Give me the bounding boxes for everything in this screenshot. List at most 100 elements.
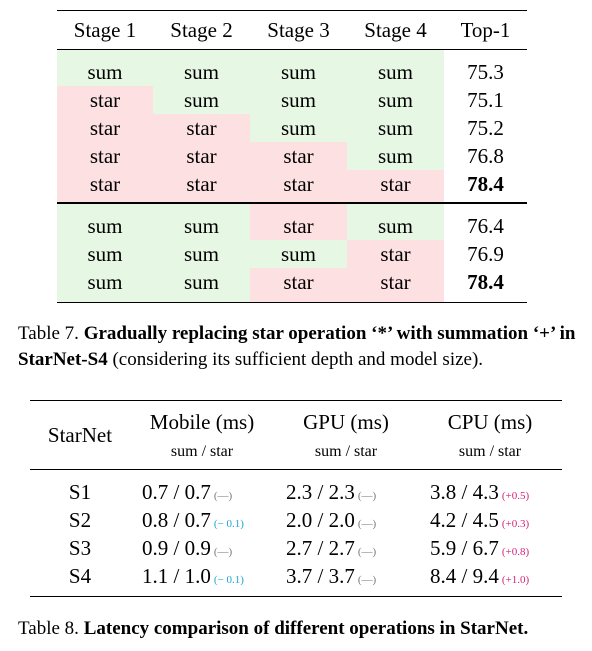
stage-cell: star <box>347 170 444 203</box>
top1-cell: 75.2 <box>444 114 527 142</box>
stage-cell: sum <box>347 86 444 114</box>
stage-cell: star <box>250 268 347 303</box>
stage-cell: sum <box>153 268 250 303</box>
table-7-group-1: sum sum sum sum 75.3 star sum sum sum 75.1 star sta… <box>57 49 527 203</box>
stage-cell: sum <box>347 114 444 142</box>
stage-cell: star <box>57 170 153 203</box>
column-header: Stage 2 <box>170 17 233 42</box>
table-row: S2 0.8 / 0.7 (− 0.1) 2.0 / 2.0 (—) 4.2 / 4.5(… <box>30 506 562 534</box>
latency-values: 8.4 / 9.4 <box>430 563 499 588</box>
column-header: Top-1 <box>460 17 511 42</box>
model-name: S4 <box>68 563 92 588</box>
latency-delta: (—) <box>213 545 233 558</box>
corner-header: StarNet <box>47 422 113 447</box>
latency-cell: 3.7 / 3.7 (—) <box>274 562 418 597</box>
top1-cell: 76.8 <box>444 142 527 170</box>
top1-cell: 78.4 <box>444 268 527 303</box>
stage-cell: sum <box>57 49 153 86</box>
latency-cell: 2.3 / 2.3 (—) <box>274 470 418 507</box>
latency-delta: (+0.8) <box>501 545 530 558</box>
table-7-group-2: sum sum star sum 76.4 sum sum sum star 76.9 sum sum… <box>57 203 527 303</box>
latency-values: 0.8 / 0.7 <box>142 507 211 532</box>
table-row: sum sum star star 78.4 <box>57 268 527 303</box>
stage-cell: sum <box>57 203 153 240</box>
column-header: GPU (ms) <box>303 410 389 434</box>
latency-values: 3.8 / 4.3 <box>430 479 499 504</box>
latency-cell: 2.7 / 2.7 (—) <box>274 534 418 562</box>
stage-cell: sum <box>153 240 250 268</box>
caption-bold: Gradually replacing star operation ‘*’ w… <box>18 323 576 370</box>
column-header: CPU (ms) <box>447 410 533 434</box>
table-row: star sum sum sum 75.1 <box>57 86 527 114</box>
table-row: sum sum sum star 76.9 <box>57 240 527 268</box>
table-row: star star star star 78.4 <box>57 170 527 203</box>
stage-cell: sum <box>347 49 444 86</box>
table-row: sum sum sum sum 75.3 <box>57 49 527 86</box>
latency-cell: 0.8 / 0.7 (− 0.1) <box>130 506 274 534</box>
stage-cell: star <box>153 114 250 142</box>
table-row: S1 0.7 / 0.7 (—) 2.3 / 2.3 (—) 3.8 / 4.3 (+0.5… <box>30 470 562 507</box>
stage-cell: star <box>57 142 153 170</box>
stage-cell: sum <box>57 240 153 268</box>
latency-values: 0.9 / 0.9 <box>142 535 211 560</box>
latency-cell: 4.2 / 4.5 (+0.3) <box>418 506 562 534</box>
stage-cell: sum <box>347 142 444 170</box>
table-8-body: S1 0.7 / 0.7 (—) 2.3 / 2.3 (—) 3.8 / 4.3 (+0.5… <box>30 470 562 597</box>
latency-cell: 8.4 / 9.4 (+1.0) <box>418 562 562 597</box>
stage-cell: sum <box>250 49 347 86</box>
stage-cell: star <box>250 142 347 170</box>
top1-cell: 78.4 <box>444 170 527 203</box>
caption-rest: (considering its sufficient depth and mo… <box>112 349 484 370</box>
column-header: Mobile (ms) <box>149 410 255 434</box>
column-header: Stage 1 <box>73 17 137 42</box>
subheader: sum / star <box>314 443 378 460</box>
latency-cell: 0.9 / 0.9 (—) <box>130 534 274 562</box>
stage-cell: sum <box>153 49 250 86</box>
caption-bold: Latency comparison of different operatio… <box>83 618 529 639</box>
latency-delta: (+1.0) <box>501 573 530 586</box>
stage-cell: star <box>57 114 153 142</box>
stage-cell: star <box>153 170 250 203</box>
stage-cell: star <box>250 203 347 240</box>
latency-delta: (—) <box>357 489 377 502</box>
table-row: sum sum star sum 76.4 <box>57 203 527 240</box>
latency-cell: 1.1 / 1.0 (− 0.1) <box>130 562 274 597</box>
latency-cell: 2.0 / 2.0 (—) <box>274 506 418 534</box>
top1-cell: 75.3 <box>444 49 527 86</box>
table-8-header: StarNet Mobile (ms) GPU (ms) CPU (ms) su… <box>30 400 562 470</box>
stage-cell: star <box>153 142 250 170</box>
latency-values: 1.1 / 1.0 <box>142 563 211 588</box>
table-8-caption: Table 8. Latency comparison of different… <box>18 616 578 642</box>
stage-cell: sum <box>347 203 444 240</box>
latency-cell: 3.8 / 4.3 (+0.5) <box>418 470 562 507</box>
stage-cell: star <box>347 268 444 303</box>
caption-label: Table 7. <box>18 323 79 344</box>
latency-values: 2.0 / 2.0 <box>286 507 355 532</box>
stage-cell: sum <box>57 268 153 303</box>
latency-delta: (− 0.1) <box>213 573 244 586</box>
table-row: star star star sum 76.8 <box>57 142 527 170</box>
subheader: sum / star <box>458 443 522 460</box>
latency-values: 4.2 / 4.5 <box>430 507 499 532</box>
latency-delta: (—) <box>357 545 377 558</box>
stage-cell: star <box>250 170 347 203</box>
latency-cell: 5.9 / 6.7 (+0.8) <box>418 534 562 562</box>
model-name: S2 <box>68 507 92 532</box>
column-header: Stage 4 <box>364 17 427 42</box>
stage-cell: sum <box>250 114 347 142</box>
stage-cell: sum <box>250 86 347 114</box>
table-7-caption: Table 7. Gradually replacing star operat… <box>18 321 578 373</box>
latency-values: 5.9 / 6.7 <box>430 535 499 560</box>
table-row: S4 1.1 / 1.0 (− 0.1) 3.7 / 3.7 (—) 8.4 / 9.4(… <box>30 562 562 597</box>
latency-values: 3.7 / 3.7 <box>286 563 355 588</box>
top1-cell: 76.9 <box>444 240 527 268</box>
table-8: StarNet Mobile (ms) GPU (ms) CPU (ms) su… <box>30 400 562 597</box>
stage-cell: sum <box>153 86 250 114</box>
latency-delta: (+0.3) <box>501 517 530 530</box>
model-name: S3 <box>68 535 92 560</box>
stage-cell: star <box>57 86 153 114</box>
latency-cell: 0.7 / 0.7 (—) <box>130 470 274 507</box>
table-row: star star sum sum 75.2 <box>57 114 527 142</box>
stage-cell: star <box>347 240 444 268</box>
latency-delta: (+0.5) <box>501 489 530 502</box>
